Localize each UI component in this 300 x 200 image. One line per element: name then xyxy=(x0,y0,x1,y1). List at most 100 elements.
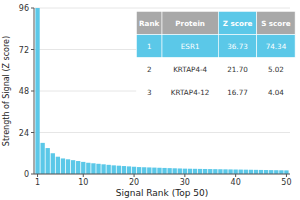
bar xyxy=(188,169,192,174)
y-tick xyxy=(31,174,34,175)
bar xyxy=(193,169,197,174)
bar xyxy=(76,161,80,174)
table-cell-bg xyxy=(136,35,162,58)
table-header-bg xyxy=(218,11,256,34)
table-cell: 16.77 xyxy=(227,88,248,97)
bar xyxy=(96,164,100,174)
grid-line xyxy=(34,132,290,133)
bar xyxy=(51,153,55,174)
grid-line xyxy=(34,174,290,175)
table-cell: 21.70 xyxy=(227,65,248,74)
y-tick xyxy=(31,91,34,92)
y-tick xyxy=(31,8,34,9)
grid xyxy=(34,8,290,174)
y-tick xyxy=(31,132,34,133)
bar xyxy=(66,159,70,174)
bar xyxy=(71,160,75,174)
bar xyxy=(147,167,151,174)
bar xyxy=(157,168,161,174)
bar xyxy=(264,170,268,174)
y-tick-label: 96 xyxy=(19,4,29,13)
bar xyxy=(112,165,116,174)
x-tick-label: 30 xyxy=(180,178,190,187)
x-tick xyxy=(235,174,236,177)
x-tick xyxy=(37,174,38,177)
x-tick-label: 10 xyxy=(78,178,88,187)
x-tick-label: 40 xyxy=(231,178,241,187)
bar xyxy=(46,148,50,174)
bar xyxy=(269,170,273,174)
bar xyxy=(173,168,177,174)
table: RankProteinZ scoreS score1ESR136.7374.34… xyxy=(136,11,295,104)
table-cell-bg xyxy=(257,35,295,58)
table-cell-bg xyxy=(218,81,256,104)
bar xyxy=(244,170,248,174)
bar xyxy=(167,168,171,174)
bar xyxy=(35,8,39,174)
table-cell-bg xyxy=(136,81,162,104)
x-tick-label: 50 xyxy=(281,178,291,187)
x-tick xyxy=(83,174,84,177)
bar xyxy=(122,166,126,174)
y-tick-label: 48 xyxy=(19,87,29,96)
table-cell-bg xyxy=(257,58,295,81)
table-cell: ESR1 xyxy=(181,42,200,51)
y-tick-label: 0 xyxy=(24,170,29,179)
table-header-bg xyxy=(162,11,218,34)
bar xyxy=(81,162,85,174)
bar xyxy=(127,166,131,174)
table-cell: KRTAP4-4 xyxy=(173,65,207,74)
y-tick xyxy=(31,49,34,50)
x-tick-label: 1 xyxy=(35,178,40,187)
table-header-bg xyxy=(257,11,295,34)
axes: 1 10 20 30 40 50 0 24 48 72 96 xyxy=(19,4,292,187)
table-cell-bg xyxy=(162,35,218,58)
table-cell-bg xyxy=(218,58,256,81)
table-cell-bg xyxy=(257,81,295,104)
table-cell-bg xyxy=(218,35,256,58)
y-tick-label: 72 xyxy=(19,46,29,55)
table-cell-bg xyxy=(162,81,218,104)
table-cell: 1 xyxy=(147,42,152,51)
bar xyxy=(239,170,243,174)
bar xyxy=(228,169,232,174)
bar xyxy=(91,163,95,174)
bar xyxy=(86,163,90,174)
x-tick xyxy=(184,174,185,177)
table-cell: KRTAP4-12 xyxy=(171,88,210,97)
table-cell: 74.34 xyxy=(266,42,287,51)
bar xyxy=(152,168,156,174)
bar xyxy=(223,169,227,174)
chart: 11020304050024487296Signal Rank (Top 50)… xyxy=(0,0,300,200)
table-cell: 36.73 xyxy=(227,42,248,51)
bar xyxy=(233,170,237,174)
y-tick-label: 24 xyxy=(19,129,29,138)
x-tick xyxy=(286,174,287,177)
bar xyxy=(40,143,44,174)
bar xyxy=(213,169,217,174)
table-cell-bg xyxy=(136,58,162,81)
x-tick xyxy=(134,174,135,177)
bar xyxy=(183,169,187,174)
y-axis-label: Strength of Signal (Z score) xyxy=(2,36,11,146)
table-header: Protein xyxy=(175,19,205,28)
bars xyxy=(35,8,288,174)
table-cell-bg xyxy=(162,58,218,81)
bar xyxy=(203,169,207,174)
grid-line xyxy=(34,8,290,9)
bar xyxy=(259,170,263,174)
bar xyxy=(254,170,258,174)
table-header-bg xyxy=(136,11,162,34)
bar xyxy=(208,169,212,174)
bar xyxy=(274,170,278,174)
bar xyxy=(117,166,121,174)
bar xyxy=(101,164,105,174)
bar xyxy=(198,169,202,174)
bar xyxy=(132,167,136,174)
table-header: S score xyxy=(261,19,291,28)
x-tick-label: 20 xyxy=(129,178,139,187)
bar xyxy=(107,165,111,174)
bar xyxy=(279,170,283,174)
table-cell: 2 xyxy=(147,65,152,74)
table-header: Rank xyxy=(139,19,160,28)
